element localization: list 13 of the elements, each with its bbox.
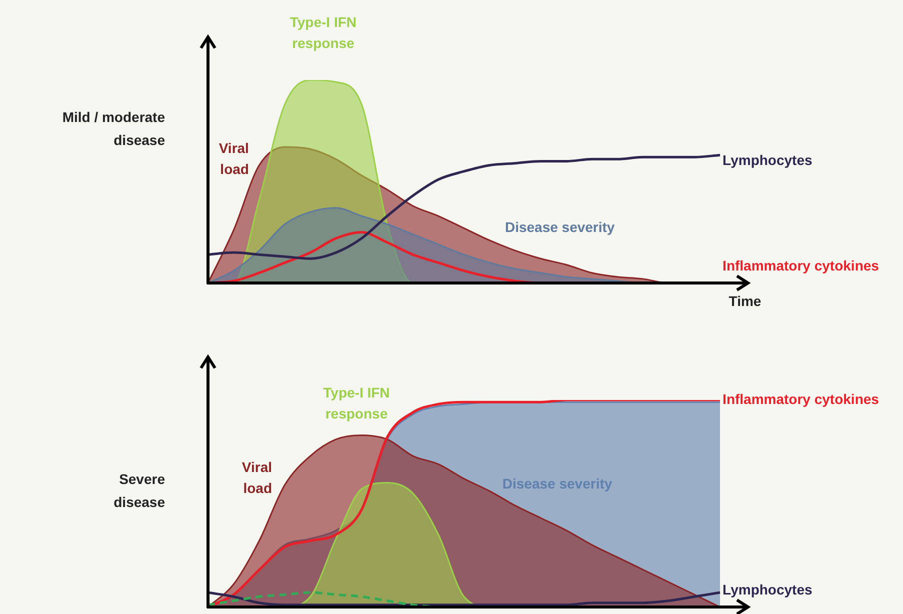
text: Type-I IFN response	[290, 14, 357, 52]
y-axis-title: Mild / moderate disease	[62, 108, 166, 148]
series-label: Inflammatory cytokines	[722, 390, 880, 407]
series-label: Lymphocytes	[722, 581, 812, 598]
text: Inflammatory cytokines	[722, 258, 880, 274]
series-label: Lymphocytes	[722, 152, 812, 168]
x-axis-title: Time	[728, 292, 762, 309]
text: Disease severity	[504, 219, 615, 236]
series-label: Viral load	[218, 140, 249, 177]
y-axis-title: Severe disease	[114, 470, 166, 510]
series-label: Viral load	[242, 459, 272, 496]
series-label: Disease severity	[502, 476, 612, 492]
text: Type-I IFN response	[323, 384, 390, 422]
